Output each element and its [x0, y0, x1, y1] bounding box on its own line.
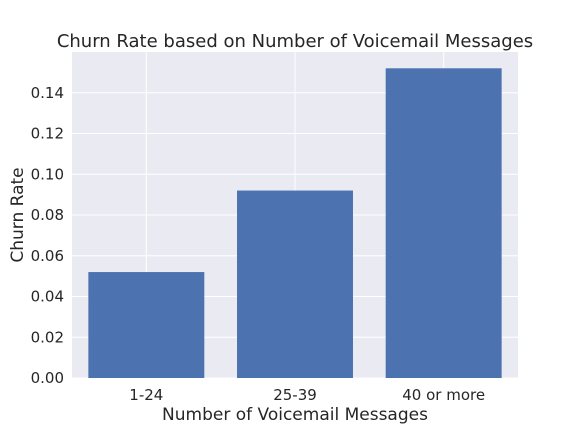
y-tick-label: 0.04 [31, 288, 64, 306]
y-tick-label: 0.10 [31, 165, 64, 183]
chart-title: Churn Rate based on Number of Voicemail … [57, 31, 533, 52]
bar-40-or-more [385, 68, 502, 379]
y-tick-label: 0.00 [31, 369, 64, 387]
x-tick-label: 40 or more [402, 386, 485, 404]
y-tick-label: 0.14 [31, 84, 64, 102]
y-tick-label: 0.12 [31, 125, 64, 143]
y-tick-label: 0.08 [31, 206, 64, 224]
x-axis-label: Number of Voicemail Messages [162, 405, 428, 425]
bar-1-24 [88, 272, 205, 378]
x-tick-label: 25-39 [273, 386, 317, 404]
y-tick-labels: 0.00 0.02 0.04 0.06 0.08 0.10 0.12 0.14 [31, 84, 64, 387]
bars [88, 68, 502, 379]
x-tick-labels: 1-24 25-39 40 or more [129, 386, 485, 404]
y-tick-label: 0.06 [31, 247, 64, 265]
y-axis-label: Churn Rate [8, 167, 28, 262]
bar-25-39 [237, 190, 353, 378]
x-tick-label: 1-24 [129, 386, 163, 404]
y-tick-label: 0.02 [31, 328, 64, 346]
